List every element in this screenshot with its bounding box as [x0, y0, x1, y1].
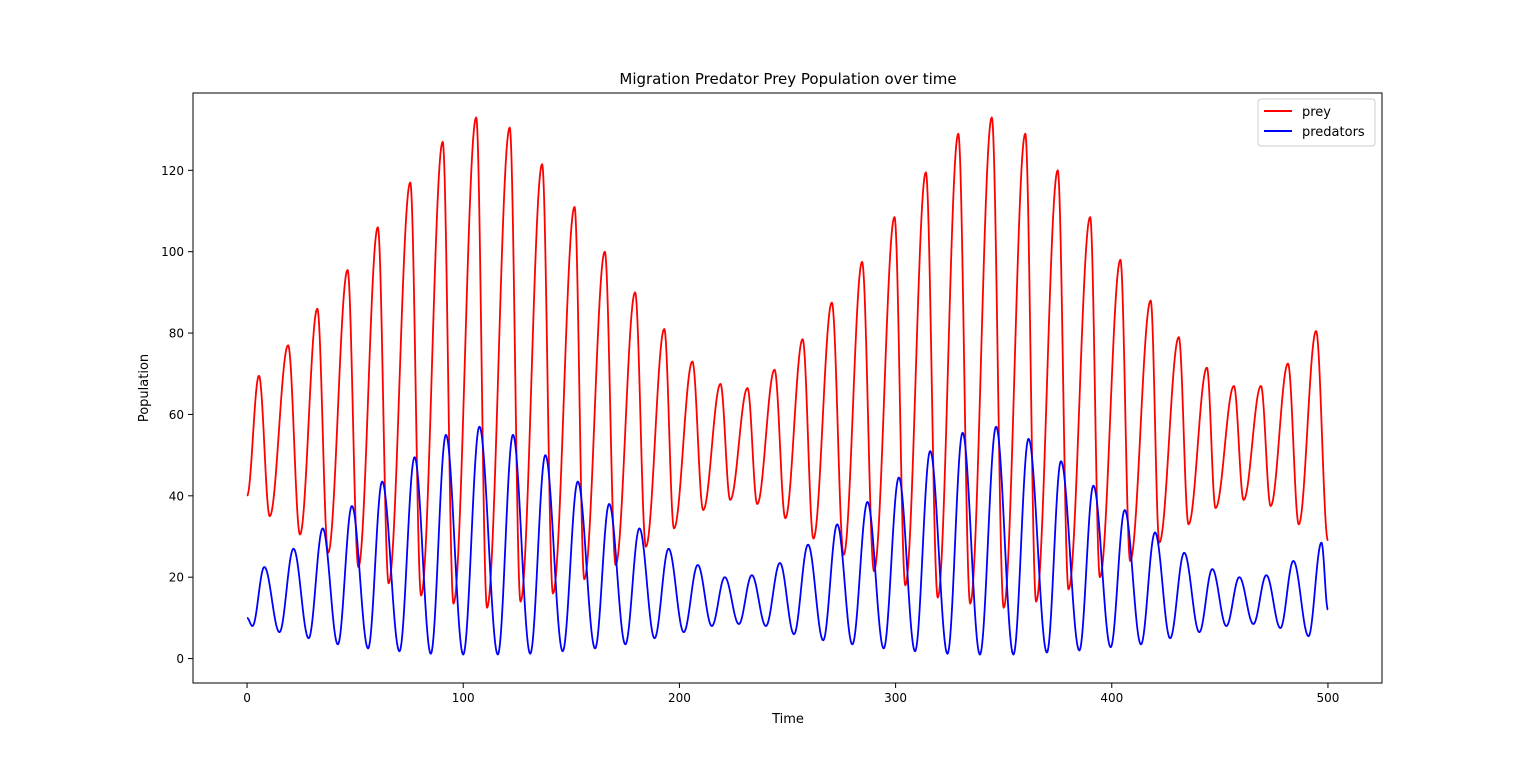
x-tick-label: 0	[243, 691, 251, 705]
plot-frame	[192, 92, 1383, 684]
y-tick-label: 20	[169, 571, 184, 585]
x-axis-label: Time	[771, 712, 804, 727]
y-axis-label: Population	[137, 354, 152, 422]
series-line-predators	[246, 425, 1329, 656]
y-tick-label: 80	[169, 327, 184, 341]
y-axis-ticks: 0 20 40 60 80 100 120	[161, 164, 193, 666]
plot-lines	[246, 116, 1329, 656]
y-tick-label: 40	[169, 489, 184, 503]
legend: prey predators	[1257, 98, 1376, 147]
y-tick-label: 100	[161, 245, 184, 259]
y-tick-label: 120	[161, 164, 184, 178]
chart-title: Migration Predator Prey Population over …	[619, 70, 956, 88]
x-axis-ticks: 0 100 200 300 400 500	[243, 683, 1339, 705]
x-tick-label: 500	[1317, 691, 1340, 705]
x-tick-label: 400	[1100, 691, 1123, 705]
y-tick-label: 60	[169, 408, 184, 422]
series-line-prey	[246, 116, 1329, 609]
y-tick-label: 0	[176, 652, 184, 666]
legend-label-prey: prey	[1302, 105, 1331, 120]
x-tick-label: 100	[452, 691, 475, 705]
legend-label-predators: predators	[1302, 125, 1365, 140]
x-tick-label: 300	[884, 691, 907, 705]
x-tick-label: 200	[668, 691, 691, 705]
